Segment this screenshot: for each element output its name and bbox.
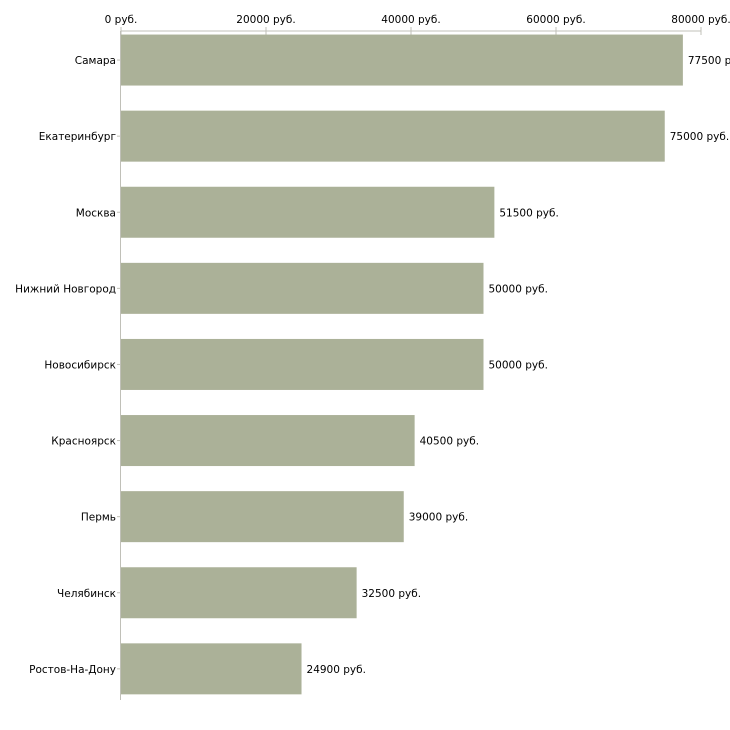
bar <box>121 415 415 467</box>
bar <box>121 338 484 390</box>
bar <box>121 110 665 162</box>
bar <box>121 567 357 619</box>
y-tick-label: Новосибирск <box>44 359 116 371</box>
data-label: 40500 руб. <box>420 436 479 448</box>
x-tick-label: 60000 руб. <box>526 14 585 26</box>
bar <box>121 186 495 238</box>
y-tick-label: Нижний Новгород <box>15 283 116 295</box>
data-label: 32500 руб. <box>362 588 421 600</box>
x-tick-label: 40000 руб. <box>381 14 440 26</box>
data-label: 77500 руб. <box>688 55 730 67</box>
bar <box>121 262 484 314</box>
data-label: 50000 руб. <box>489 283 548 295</box>
data-label: 50000 руб. <box>489 359 548 371</box>
data-label: 75000 руб. <box>670 131 729 143</box>
y-tick-label: Москва <box>76 207 116 219</box>
y-tick-label: Самара <box>75 55 116 67</box>
x-tick-label: 20000 руб. <box>236 14 295 26</box>
bar <box>121 491 404 543</box>
y-tick-label: Екатеринбург <box>39 131 116 143</box>
bar <box>121 34 683 86</box>
x-tick-label: 80000 руб. <box>671 14 730 26</box>
data-label: 39000 руб. <box>409 512 468 524</box>
y-tick-label: Красноярск <box>51 436 116 448</box>
x-tick-label: 0 руб. <box>105 14 138 26</box>
bar <box>121 643 302 695</box>
y-tick-label: Пермь <box>81 512 116 524</box>
y-tick-label: Челябинск <box>57 588 116 600</box>
data-label: 24900 руб. <box>307 664 366 676</box>
data-label: 51500 руб. <box>499 207 558 219</box>
y-tick-label: Ростов-На-Дону <box>29 664 116 676</box>
